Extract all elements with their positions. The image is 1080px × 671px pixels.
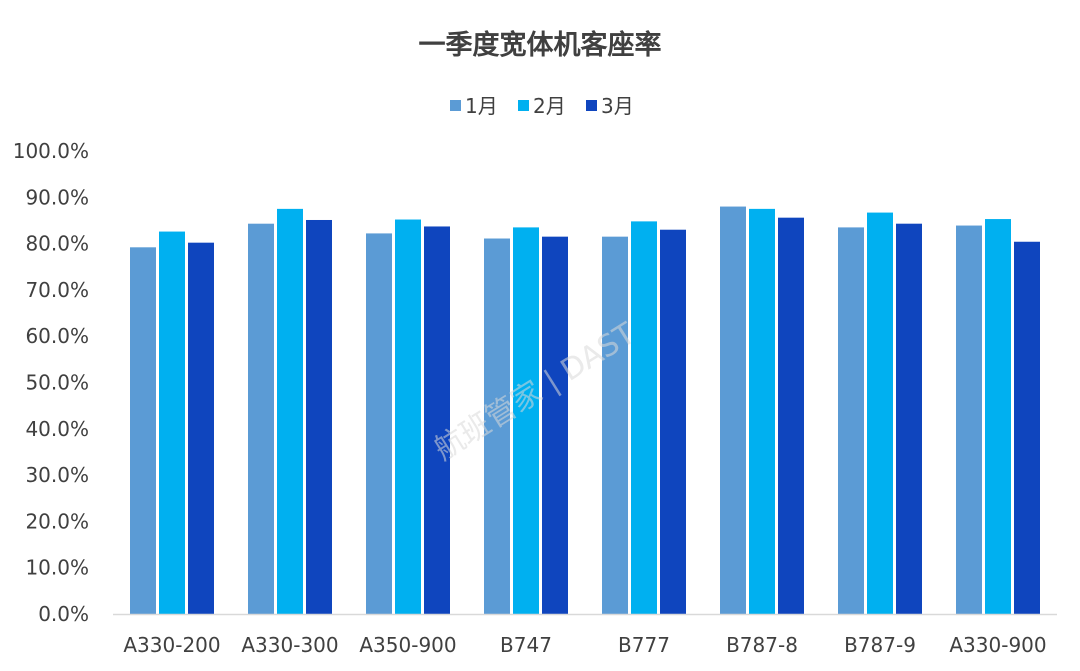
bar — [956, 225, 982, 614]
legend-swatch — [518, 100, 529, 111]
bar — [749, 208, 775, 614]
bar — [188, 242, 214, 614]
y-axis: 0.0% 10.0% 20.0% 30.0% 40.0% 50.0% 60.0% 70.0% 8… — [13, 139, 89, 626]
y-tick-label: 40.0% — [25, 417, 89, 441]
x-tick-label: B747 — [500, 633, 552, 657]
bar — [867, 212, 893, 615]
x-tick-label: B777 — [618, 633, 670, 657]
bar — [631, 221, 657, 614]
legend-swatch — [450, 100, 461, 111]
y-tick-label: 60.0% — [25, 324, 89, 348]
bar — [660, 229, 686, 614]
legend-label: 2月 — [533, 94, 566, 118]
y-tick-label: 80.0% — [25, 232, 89, 256]
bar — [602, 236, 628, 614]
x-tick-label: B787-8 — [726, 633, 798, 657]
bar — [306, 219, 332, 614]
bar — [778, 217, 804, 614]
y-tick-label: 50.0% — [25, 371, 89, 395]
y-tick-label: 20.0% — [25, 509, 89, 533]
bar — [513, 227, 539, 614]
bar — [159, 231, 185, 614]
legend-swatch — [586, 100, 597, 111]
bar — [424, 226, 450, 614]
bar — [248, 223, 274, 615]
x-tick-label: A330-300 — [241, 633, 338, 657]
y-tick-label: 10.0% — [25, 556, 89, 580]
bar — [720, 206, 746, 614]
bar — [1014, 241, 1040, 615]
bar — [838, 227, 864, 614]
bar — [395, 219, 421, 615]
y-tick-label: 30.0% — [25, 463, 89, 487]
chart-title: 一季度宽体机客座率 — [419, 29, 662, 61]
y-tick-label: 100.0% — [13, 139, 89, 163]
bar — [277, 208, 303, 614]
bar — [985, 219, 1011, 614]
bar — [896, 223, 922, 615]
x-tick-label: B787-9 — [844, 633, 916, 657]
bar — [130, 247, 156, 614]
legend-label: 1月 — [465, 94, 498, 118]
x-tick-label: A330-900 — [949, 633, 1046, 657]
bar — [484, 238, 510, 614]
x-tick-label: A350-900 — [359, 633, 456, 657]
bar — [542, 236, 568, 614]
legend: 1月 2月 3月 — [450, 94, 634, 118]
y-tick-label: 90.0% — [25, 185, 89, 209]
y-tick-label: 70.0% — [25, 278, 89, 302]
bars — [130, 206, 1040, 615]
legend-label: 3月 — [601, 94, 634, 118]
x-axis: A330-200 A330-300 A350-900 B747 B777 B787-8 B7… — [113, 613, 1057, 657]
y-tick-label: 0.0% — [38, 602, 89, 626]
x-tick-label: A330-200 — [123, 633, 220, 657]
bar — [366, 233, 392, 614]
